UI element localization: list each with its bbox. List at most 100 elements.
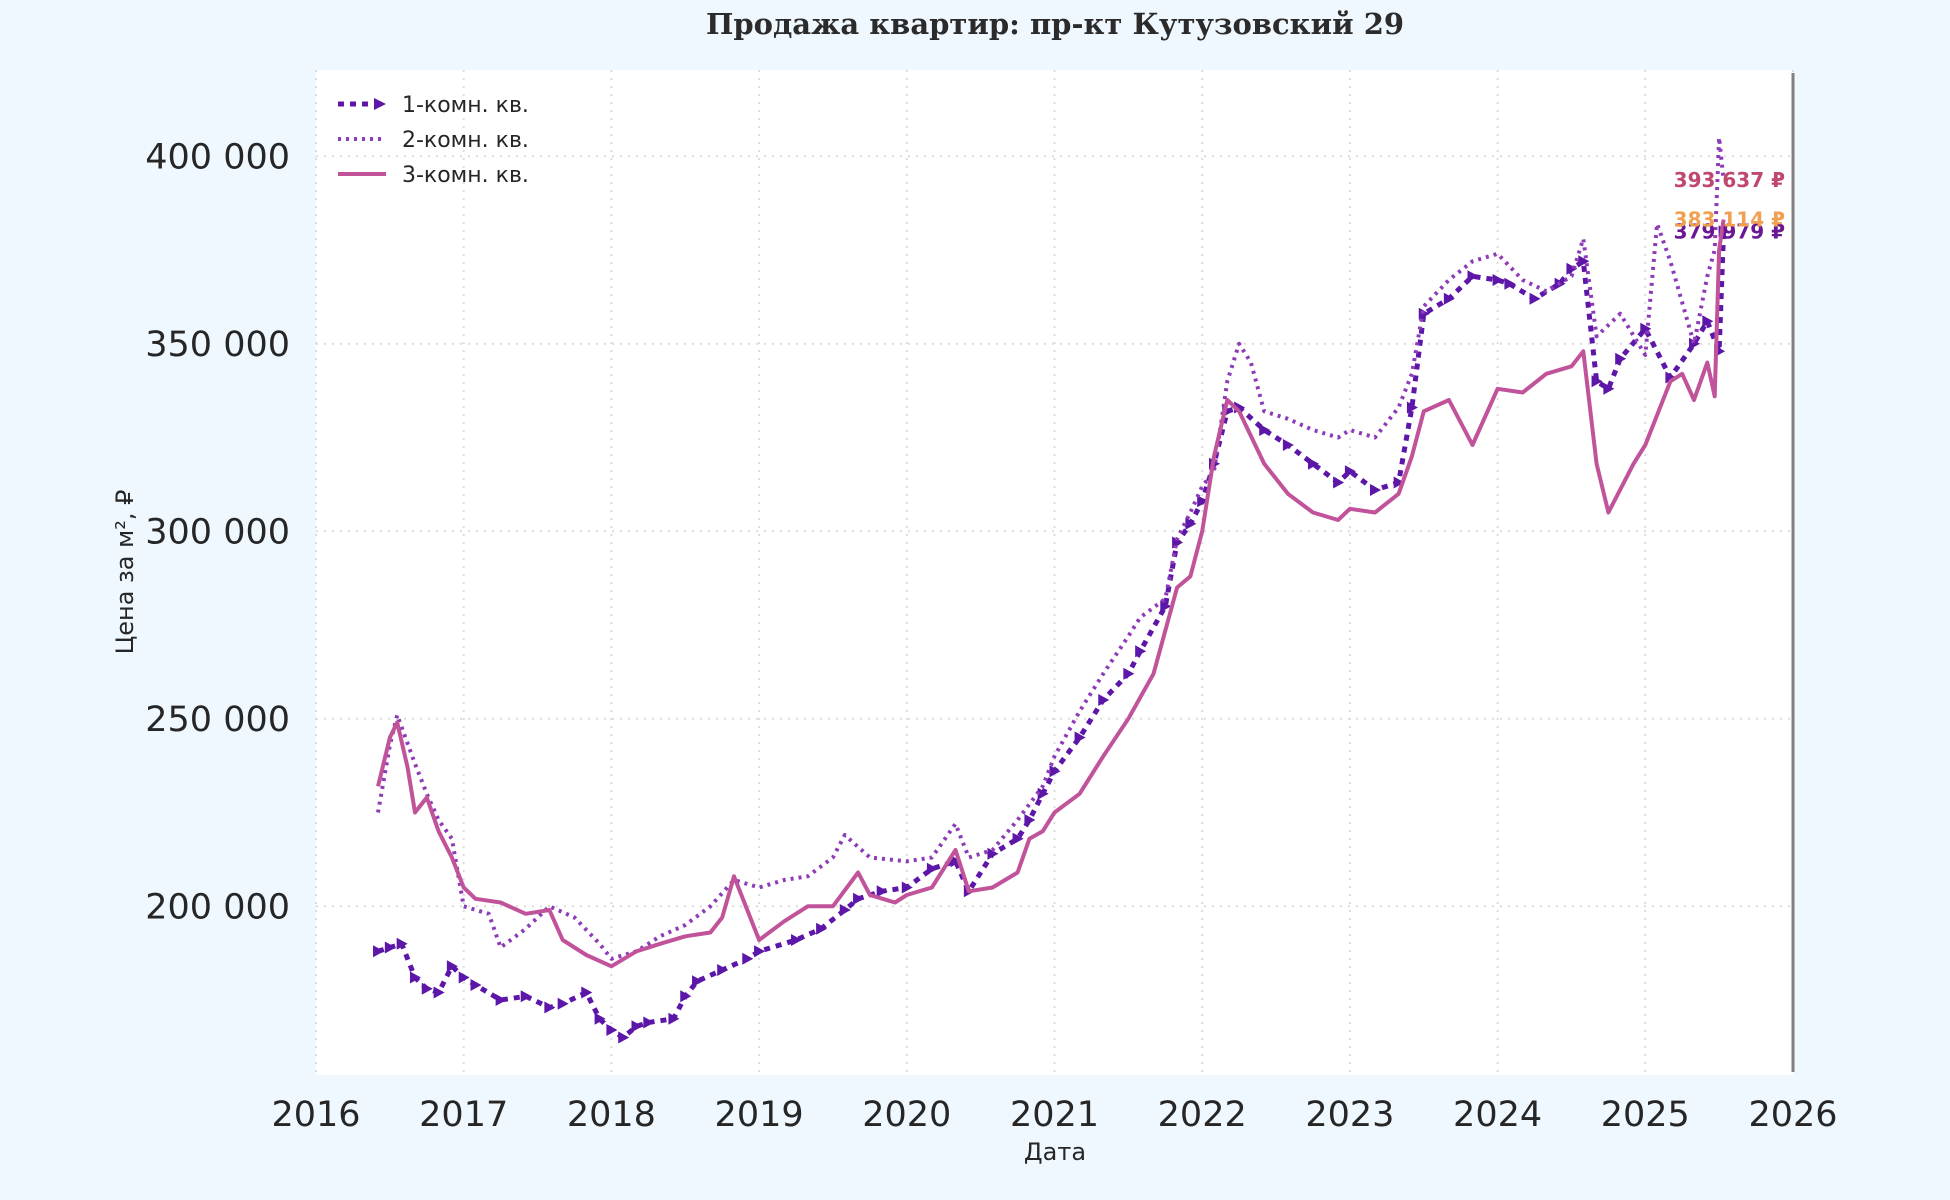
series-marker	[1282, 439, 1294, 451]
series-marker	[950, 855, 962, 868]
x-tick-labels: 2016 2017 2018 2019 2020 2021 2022 2023 2024 2025…	[271, 1095, 1837, 1135]
x-tick-label: 2016	[271, 1095, 360, 1135]
x-tick-label: 2019	[715, 1095, 804, 1135]
y-tick-label: 250 000	[145, 700, 290, 740]
series-marker	[1665, 371, 1677, 384]
series-marker	[1370, 484, 1382, 496]
series-marker	[901, 881, 913, 894]
y-tick-label: 300 000	[145, 512, 290, 552]
series-marker	[643, 1016, 655, 1029]
y-tick-labels: 200 000 250 000 300 000 350 000 400 000	[145, 137, 290, 927]
series-marker	[1307, 457, 1319, 470]
series-marker	[433, 986, 445, 999]
legend-marker	[374, 98, 386, 110]
series-marker	[409, 971, 421, 984]
series-marker	[1591, 375, 1603, 388]
plot-area	[316, 70, 1793, 1075]
series-marker	[1049, 765, 1061, 778]
series-marker	[1012, 832, 1024, 845]
series-marker	[680, 990, 692, 1003]
series-marker	[1344, 465, 1356, 478]
series-marker	[1603, 382, 1615, 395]
series-marker	[1504, 277, 1516, 290]
y-tick-label: 200 000	[145, 887, 290, 927]
y-tick-label: 350 000	[145, 325, 290, 365]
series-marker	[668, 1012, 680, 1025]
series-marker	[1615, 352, 1627, 365]
series-marker	[594, 1012, 606, 1025]
series-marker	[1024, 814, 1036, 826]
x-tick-label: 2024	[1453, 1095, 1542, 1135]
series-marker	[853, 892, 865, 905]
series-marker	[876, 885, 888, 898]
series-marker	[1566, 262, 1578, 275]
series-marker	[742, 952, 754, 965]
series-marker	[754, 945, 766, 958]
series-marker	[1135, 645, 1147, 658]
series-line-2	[376, 135, 1726, 961]
series-marker	[717, 964, 729, 976]
y-axis-label: Цена за м², ₽	[111, 490, 139, 655]
series-marker	[618, 1031, 630, 1044]
chart-title: Продажа квартир: пр-кт Кутузовский 29	[706, 7, 1404, 41]
series-marker	[1098, 694, 1110, 706]
series-marker	[495, 994, 507, 1006]
x-tick-label: 2021	[1010, 1095, 1099, 1135]
series-marker	[606, 1024, 618, 1036]
legend-label: 1-комн. кв.	[402, 93, 529, 118]
x-tick-label: 2020	[862, 1095, 951, 1135]
legend: 1-комн. кв. 2-комн. кв. 3-комн. кв.	[338, 93, 529, 188]
series-marker	[446, 960, 458, 973]
series-marker	[1492, 274, 1504, 286]
series-marker	[1123, 667, 1135, 680]
series-marker	[1259, 424, 1271, 436]
series-marker	[458, 971, 470, 984]
series-marker	[631, 1020, 643, 1033]
end-value-label: 383 114 ₽	[1674, 208, 1785, 232]
series-marker	[470, 979, 482, 991]
series-marker	[839, 904, 851, 916]
x-tick-label: 2023	[1305, 1095, 1394, 1135]
series-marker	[544, 1001, 556, 1014]
series-marker	[1160, 600, 1172, 613]
series-marker	[557, 997, 569, 1010]
end-value-labels: 393 637 ₽ 379 979 ₽383 114 ₽	[1674, 168, 1785, 243]
series-line-3	[376, 219, 1726, 969]
y-tick-label: 400 000	[145, 137, 290, 177]
x-tick-label: 2022	[1158, 1095, 1247, 1135]
series-marker	[1467, 270, 1479, 283]
series-marker	[421, 982, 433, 995]
series-marker	[1074, 731, 1086, 744]
series-marker	[1578, 255, 1590, 268]
series-marker	[926, 862, 938, 875]
end-value-label: 379 979 ₽	[1674, 219, 1785, 243]
series-marker	[1640, 322, 1652, 335]
series-marker	[396, 937, 408, 950]
series-marker	[1037, 787, 1049, 800]
x-tick-label: 2017	[419, 1095, 508, 1135]
series-line-1	[377, 231, 1727, 1040]
series-marker	[816, 922, 828, 935]
x-axis-label: Дата	[1024, 1138, 1086, 1166]
end-value-label: 393 637 ₽	[1674, 168, 1785, 192]
series-marker	[1406, 401, 1418, 414]
series-marker	[581, 986, 593, 999]
series-marker	[1529, 292, 1541, 305]
x-tick-label: 2025	[1601, 1095, 1690, 1135]
series-marker	[384, 941, 396, 954]
legend-label: 2-комн. кв.	[402, 128, 529, 153]
series-marker	[1443, 292, 1455, 305]
series-marker	[1197, 495, 1209, 508]
series-lines	[373, 135, 1730, 1044]
series-marker	[1185, 517, 1197, 530]
series-marker	[1702, 315, 1714, 328]
series-marker	[1393, 476, 1405, 489]
legend-label: 3-комн. кв.	[402, 163, 529, 188]
series-marker	[987, 847, 999, 860]
x-tick-label: 2018	[567, 1095, 656, 1135]
series-marker	[1333, 476, 1345, 489]
series-marker	[791, 934, 803, 946]
series-marker	[373, 945, 385, 958]
series-marker	[520, 990, 532, 1003]
